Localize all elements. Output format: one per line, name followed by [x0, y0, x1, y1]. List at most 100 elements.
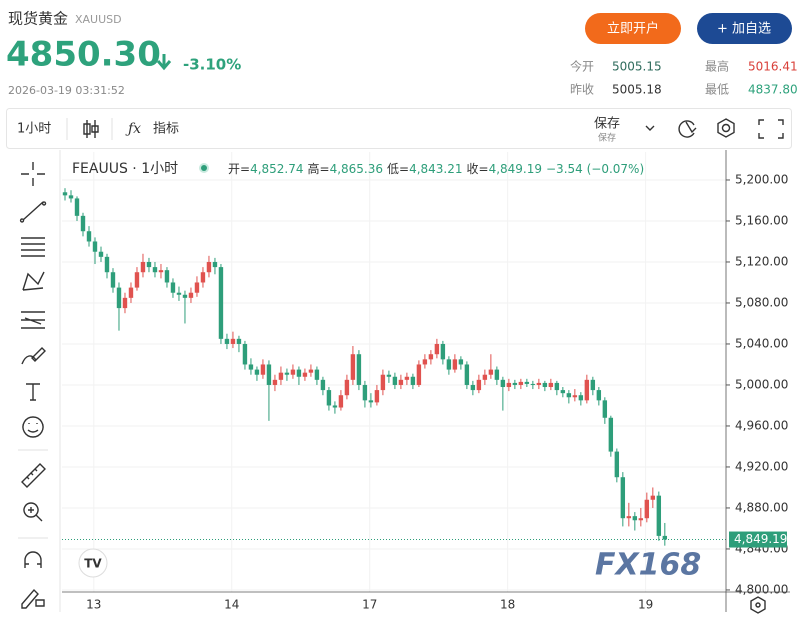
candle-body — [566, 393, 572, 398]
crosshair-tool[interactable] — [21, 162, 45, 186]
candle-body — [368, 400, 374, 403]
ruler-tool[interactable] — [21, 463, 46, 488]
candle-body — [122, 297, 128, 309]
stat-label: 最高 — [705, 59, 729, 74]
candle-body — [320, 379, 326, 391]
candle-body — [272, 379, 278, 385]
interval[interactable]: 1小时 — [17, 122, 51, 137]
watchlist-button[interactable] — [697, 13, 792, 44]
candle-body — [530, 383, 536, 385]
stat-value: 5005.18 — [612, 83, 662, 97]
candle-body — [326, 390, 332, 406]
candle-body — [404, 376, 410, 380]
candle-body — [200, 272, 206, 283]
instrument-name: 现货黄金 — [8, 10, 68, 28]
candle-body — [296, 369, 302, 377]
alert-icon[interactable] — [678, 120, 697, 138]
candle-body — [506, 382, 512, 388]
stat-label: 最低 — [705, 83, 729, 97]
candle-body — [410, 376, 416, 385]
save[interactable]: 保存 — [594, 117, 620, 132]
candle-body — [224, 338, 230, 344]
brush-tool[interactable] — [21, 347, 46, 365]
candle-body — [578, 395, 584, 401]
candle-body — [356, 354, 362, 385]
toolbar — [6, 108, 792, 149]
projection-tool[interactable] — [21, 311, 45, 329]
candle-body — [104, 256, 110, 273]
candle-body — [92, 241, 98, 252]
fullscreen-icon[interactable] — [758, 119, 784, 139]
candle-body — [488, 369, 494, 375]
candle-body — [170, 282, 176, 293]
candle-body — [470, 384, 476, 391]
candle-body — [236, 338, 242, 344]
timestamp: 2026-03-19 03:31:52 — [8, 84, 125, 97]
y-tick-label: 5,080.00 — [735, 295, 788, 309]
candle-body — [434, 343, 440, 355]
candle-body — [446, 359, 452, 370]
x-tick-label: 18 — [500, 598, 515, 612]
zoom-tool[interactable] — [23, 502, 43, 522]
candle-body — [608, 417, 614, 452]
tv-logo-mark: TV — [84, 557, 102, 571]
candle-body — [476, 379, 482, 391]
dropdown[interactable] — [645, 125, 655, 131]
line-tool[interactable] — [19, 201, 47, 223]
last-price-label: 4,849.19 — [734, 532, 787, 546]
candle-body — [338, 395, 344, 408]
button-label[interactable]: 立即开户 — [607, 21, 659, 37]
ohlc-key: 低= — [387, 162, 409, 176]
candle-body — [542, 382, 548, 388]
button-label[interactable]: + 加自选 — [717, 22, 771, 37]
y-tick-label: 5,040.00 — [735, 336, 788, 350]
indicators[interactable]: 指标 — [153, 122, 179, 137]
text-tool[interactable] — [26, 383, 40, 401]
settings-icon[interactable] — [717, 118, 735, 138]
emoji-tool[interactable] — [22, 416, 44, 438]
fx-icon[interactable]: ƒx — [125, 121, 141, 137]
candle-body — [140, 261, 146, 273]
price: 4850.30 — [6, 35, 161, 75]
ohlc-value: 4,865.36 — [330, 162, 383, 176]
candle-body — [590, 379, 596, 391]
candle-body — [314, 369, 320, 380]
open-account-button[interactable] — [585, 13, 681, 44]
candle-body — [596, 390, 602, 401]
lock-tool[interactable] — [21, 588, 45, 609]
candle-body — [332, 405, 338, 408]
candle-body — [524, 381, 530, 384]
stat-label: 今开 — [570, 59, 594, 74]
candle-body — [602, 400, 608, 418]
axis-settings[interactable] — [750, 596, 766, 614]
pattern-tool[interactable] — [22, 271, 45, 291]
drawing-tools — [18, 162, 48, 609]
save-sub: 保存 — [598, 132, 616, 144]
candle-body — [152, 267, 158, 273]
candle-body — [500, 379, 506, 388]
candle-icon[interactable] — [83, 120, 99, 138]
magnet-tool[interactable] — [24, 551, 42, 568]
candle-body — [146, 261, 152, 268]
fib-tool[interactable] — [21, 237, 45, 257]
candle-body — [344, 379, 350, 396]
candle-body — [116, 287, 122, 309]
candle-body — [584, 379, 590, 401]
candle-body — [428, 354, 434, 360]
candle-body — [242, 343, 248, 365]
ohlc-key: 收= — [467, 162, 489, 176]
candle-body — [110, 272, 116, 288]
stat-value: 5005.15 — [612, 60, 662, 74]
candle-body — [452, 359, 458, 370]
candle-body — [620, 477, 626, 519]
down-arrow — [156, 54, 172, 71]
status-dot — [201, 165, 207, 171]
candle-body — [248, 364, 254, 370]
watermark: FX168 — [595, 548, 701, 583]
candle-body — [308, 369, 314, 373]
candle-body — [386, 374, 392, 377]
candle-body — [416, 364, 422, 385]
candle-body — [218, 267, 224, 339]
candle-body — [134, 272, 140, 288]
candle-body — [98, 251, 104, 257]
